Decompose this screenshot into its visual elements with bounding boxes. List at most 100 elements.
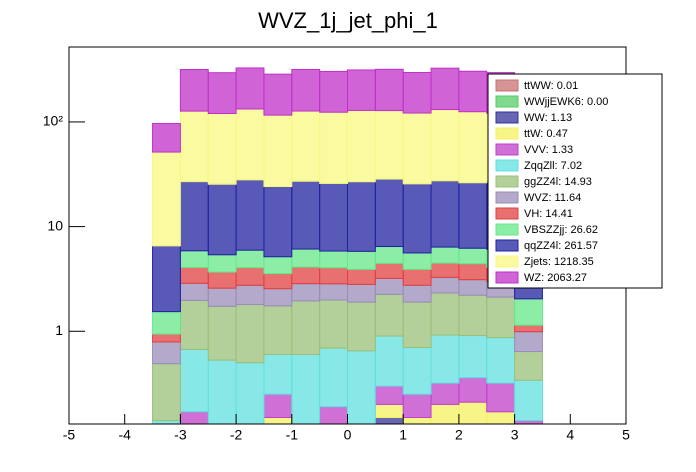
x-tick-label: -1: [286, 427, 299, 443]
histogram-bar: [263, 114, 293, 188]
histogram-bar: [458, 182, 488, 249]
y-tick-label: 10²: [43, 113, 64, 129]
histogram-bar: [319, 283, 348, 301]
legend-swatch: [495, 271, 519, 284]
legend-swatch: [495, 95, 519, 108]
histogram-bar: [179, 181, 209, 252]
plot-area: [152, 67, 543, 425]
histogram-bar: [430, 276, 460, 294]
x-tick-label: 3: [511, 427, 519, 443]
legend-label: ttW: 0.47: [524, 128, 568, 140]
histogram-bar: [430, 246, 460, 264]
histogram-bar: [263, 393, 293, 418]
histogram-bar: [179, 411, 209, 425]
histogram-bar: [458, 377, 488, 403]
histogram-bar: [514, 351, 543, 381]
histogram-bar: [347, 250, 376, 270]
histogram-bar: [402, 393, 432, 418]
histogram-bar: [207, 72, 237, 115]
histogram-bar: [347, 283, 376, 303]
histogram-bar: [458, 294, 488, 337]
histogram-bar: [319, 299, 348, 349]
histogram-bar: [235, 249, 265, 269]
histogram-bar: [374, 416, 404, 425]
histogram-bar: [514, 379, 543, 422]
histogram-bar: [347, 350, 376, 425]
histogram-bar: [152, 123, 181, 153]
histogram-bar: [402, 346, 432, 395]
histogram-bar: [291, 266, 321, 285]
histogram-bar: [430, 334, 460, 384]
legend-label: VVV: 1.33: [524, 144, 573, 156]
legend-label: WWjjEWK6: 0.00: [524, 96, 608, 108]
histogram-bar: [291, 68, 321, 112]
legend-label: VH: 14.41: [524, 208, 573, 220]
histogram-bar: [374, 385, 404, 405]
histogram-bar: [486, 337, 516, 384]
histogram-bar: [263, 273, 293, 290]
histogram-bar: [430, 67, 460, 111]
histogram-bar: [235, 179, 265, 251]
histogram-bar: [402, 416, 432, 425]
histogram-bar: [374, 403, 404, 418]
legend-swatch: [495, 111, 519, 124]
histogram-bar: [486, 411, 516, 425]
histogram-bar: [152, 245, 181, 313]
legend-label: ttWW: 0.01: [524, 80, 578, 92]
histogram-bar: [179, 250, 209, 268]
histogram-bar: [486, 296, 516, 339]
histogram-bar: [374, 277, 404, 295]
histogram-bar: [179, 69, 209, 112]
histogram-bar: [458, 70, 488, 113]
y-tick-label: 1: [55, 322, 63, 338]
histogram-bar: [347, 301, 376, 352]
histogram-bar: [458, 335, 488, 379]
histogram-bar: [179, 348, 209, 413]
histogram-bar: [152, 333, 181, 343]
legend-label: WW: 1.13: [524, 112, 572, 124]
histogram-bar: [458, 263, 488, 281]
histogram-bar: [430, 109, 460, 182]
histogram-bar: [263, 186, 293, 258]
legend-swatch: [495, 191, 519, 204]
histogram-bar: [152, 341, 181, 365]
histogram-bar: [263, 305, 293, 355]
histogram-bar: [291, 248, 321, 268]
legend: ttWW: 0.01 WWjjEWK6: 0.00 WW: 1.13 ttW: 0.4…: [487, 73, 663, 289]
histogram-bar: [458, 279, 488, 296]
x-tick-label: -5: [63, 427, 76, 443]
histogram-bar: [263, 73, 293, 116]
histogram-bar: [347, 181, 376, 252]
histogram-bar: [430, 180, 460, 248]
histogram-bar: [458, 401, 488, 425]
histogram-bar: [430, 292, 460, 336]
histogram-bar: [207, 359, 237, 425]
histogram-bar: [374, 262, 404, 279]
histogram-bar: [152, 363, 181, 422]
histogram-bar: [402, 252, 432, 270]
legend-label: WVZ: 11.64: [524, 192, 581, 204]
histogram-bar: [235, 304, 265, 364]
histogram-bar: [235, 108, 265, 181]
histogram-bar: [374, 178, 404, 248]
histogram-bar: [486, 382, 516, 413]
histogram-bar: [374, 110, 404, 180]
x-tick-label: -4: [118, 427, 131, 443]
histogram-bar: [374, 293, 404, 337]
histogram-bar: [263, 256, 293, 275]
legend-label: ggZZ4l: 14.93: [524, 176, 592, 188]
histogram-bar: [179, 282, 209, 301]
histogram-bar: [319, 267, 348, 285]
histogram-bar: [179, 110, 209, 183]
legend-swatch: [495, 143, 519, 156]
histogram-bar: [152, 311, 181, 335]
histogram-bar: [402, 301, 432, 348]
chart-title: WVZ_1j_jet_phi_1: [258, 8, 438, 33]
histogram-bar: [430, 262, 460, 278]
histogram-bar: [402, 112, 432, 185]
histogram-bar: [458, 247, 488, 265]
histogram-bar: [179, 299, 209, 350]
histogram-bar: [291, 110, 321, 182]
legend-label: WZ: 2063.27: [524, 272, 587, 284]
